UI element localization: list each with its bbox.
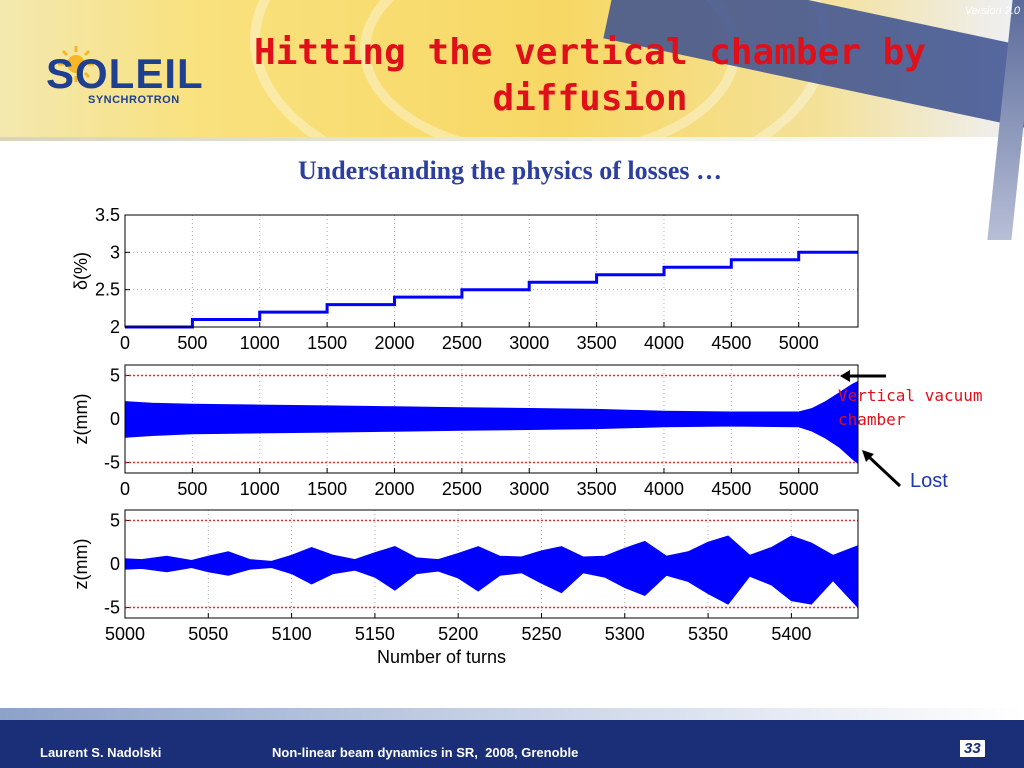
x-tick-label: 1500 [307,479,347,499]
y-axis-label: δ(%) [71,252,91,290]
delta-step-line [125,250,858,329]
x-tick-label: 5200 [438,624,478,644]
y-tick-label: 2.5 [95,280,120,300]
x-tick-label: 0 [120,479,130,499]
y-axis-label: z(mm) [71,539,91,590]
plot-frame-0 [124,214,859,328]
x-tick-label: 3500 [577,333,617,353]
y-tick-label: -5 [104,453,120,473]
y-axis-label: z(mm) [71,394,91,445]
annotation-lost: Lost [910,470,948,492]
x-tick-label: 5050 [188,624,228,644]
x-tick-label: 5250 [521,624,561,644]
x-tick-label: 500 [177,479,207,499]
x-tick-label: 3000 [509,333,549,353]
x-axis-label: Number of turns [377,647,506,667]
y-tick-label: -5 [104,598,120,618]
y-tick-label: 0 [110,409,120,429]
header-band [0,0,1024,200]
x-tick-label: 500 [177,333,207,353]
plot-frame-2 [124,509,859,619]
x-tick-label: 5000 [779,333,819,353]
x-tick-label: 3000 [509,479,549,499]
x-tick-label: 3500 [577,479,617,499]
y-tick-label: 3 [110,242,120,262]
x-tick-label: 5350 [688,624,728,644]
x-tick-label: 1000 [240,333,280,353]
x-tick-label: 5000 [105,624,145,644]
x-tick-label: 2500 [442,479,482,499]
x-tick-label: 1500 [307,333,347,353]
footer-event: Non-linear beam dynamics in SR, 2008, Gr… [272,745,579,760]
annotation-vertical-chamber: Vertical vacuum chamber [838,384,1018,432]
version-label: Version 2.0 [964,5,1020,17]
x-tick-label: 4000 [644,333,684,353]
y-tick-label: 5 [110,510,120,530]
sun-icon [58,46,94,82]
arrow-to-chamber-icon [840,370,886,382]
y-tick-label: 2 [110,317,120,337]
header-divider [0,137,1024,141]
annotation-vertical-chamber-text: Vertical vacuum chamber [838,386,983,429]
footer-band [0,720,1024,768]
slide-subtitle: Understanding the physics of losses … [297,156,722,185]
x-tick-label: 5150 [355,624,395,644]
arrow-to-lost-icon [862,450,902,488]
x-tick-label: 4000 [644,479,684,499]
x-tick-label: 5400 [771,624,811,644]
x-tick-label: 4500 [711,479,751,499]
y-tick-label: 0 [110,554,120,574]
logo-wordmark: SOLEIL [46,50,204,97]
footer-wedge-decoration [0,708,1024,722]
x-tick-label: 5300 [605,624,645,644]
x-tick-label: 5000 [779,479,819,499]
soleil-logo: SOLEIL SYNCHROTRON [46,46,203,126]
plot-background-0 [125,215,858,327]
x-tick-label: 4500 [711,333,751,353]
slide-title: Hitting the vertical chamber by diffusio… [254,32,926,119]
x-tick-label: 2500 [442,333,482,353]
x-tick-label: 2000 [374,479,414,499]
turns-charts: 0 500 1000 1500 2000 2500 3000 3500 4000 4500 5000… [71,205,859,667]
page-number: 33 [960,740,985,757]
plot-frame-1 [124,364,859,474]
footer-author: Laurent S. Nadolski [40,745,162,760]
y-tick-label: 3.5 [95,205,120,225]
x-tick-label: 5100 [272,624,312,644]
x-tick-label: 0 [120,333,130,353]
y-tick-label: 5 [110,365,120,385]
logo-subtitle: SYNCHROTRON [88,94,180,106]
x-tick-label: 2000 [374,333,414,353]
x-tick-label: 1000 [240,479,280,499]
